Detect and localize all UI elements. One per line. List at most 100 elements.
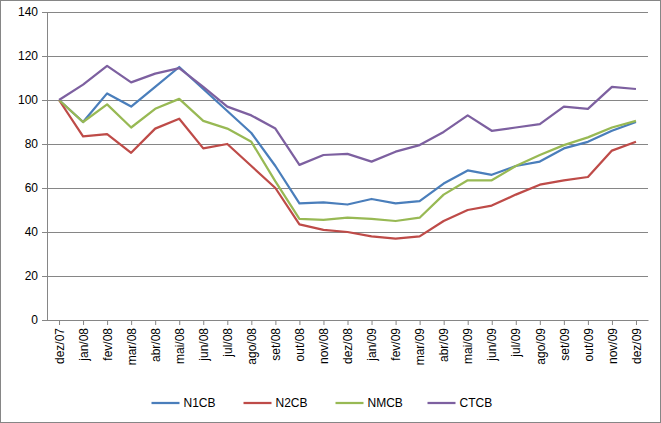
x-tick-mark <box>227 320 228 325</box>
y-tick: 120 <box>18 49 47 63</box>
y-tick: 80 <box>25 137 47 151</box>
x-tick: nov/09 <box>606 320 620 364</box>
grid <box>47 12 648 320</box>
x-tick: abr/09 <box>437 320 451 362</box>
y-tick-label: 0 <box>31 313 38 327</box>
x-tick-label: abr/09 <box>437 328 451 362</box>
x-tick: jul/09 <box>509 320 523 358</box>
x-tick-mark <box>131 320 132 325</box>
x-tick-label: mar/08 <box>125 328 139 366</box>
x-tick-mark <box>540 320 541 325</box>
x-tick-mark <box>155 320 156 325</box>
x-tick: ago/09 <box>534 320 548 365</box>
x-tick: mar/08 <box>125 320 139 365</box>
legend-item: CTCB <box>428 396 493 410</box>
x-tick: mai/09 <box>461 320 475 364</box>
grid-line <box>47 144 648 145</box>
x-tick-label: nov/09 <box>606 328 620 364</box>
grid-line <box>47 188 648 189</box>
x-tick-mark <box>323 320 324 325</box>
legend-label: CTCB <box>460 396 493 410</box>
y-tick: 100 <box>18 93 47 107</box>
legend-item: N1CB <box>152 396 216 410</box>
x-tick-label: jun/09 <box>485 328 499 362</box>
x-tick-mark <box>516 320 517 325</box>
x-tick-mark <box>251 320 252 325</box>
x-tick-mark <box>420 320 421 325</box>
grid-line <box>47 56 648 57</box>
y-tick-label: 80 <box>25 137 39 151</box>
x-tick-mark <box>203 320 204 325</box>
x-tick-label: out/09 <box>582 328 596 362</box>
y-axis-line <box>42 13 48 321</box>
x-tick-label: jan/09 <box>365 328 379 362</box>
y-tick-label: 120 <box>18 49 38 63</box>
x-tick: jan/09 <box>365 320 379 362</box>
x-tick-mark <box>612 320 613 325</box>
y-tick-label: 40 <box>25 225 39 239</box>
legend-label: NMCB <box>368 396 403 410</box>
x-tick-mark <box>468 320 469 325</box>
x-tick-mark <box>492 320 493 325</box>
x-tick: fev/08 <box>101 320 115 361</box>
x-tick-mark <box>372 320 373 325</box>
x-tick-label: out/08 <box>293 328 307 362</box>
x-tick-mark <box>83 320 84 325</box>
legend-label: N2CB <box>276 396 308 410</box>
x-tick-mark <box>107 320 108 325</box>
y-tick-label: 20 <box>25 269 39 283</box>
legend-swatch <box>336 402 364 404</box>
grid-line <box>47 276 648 277</box>
y-tick-mark <box>42 188 47 189</box>
x-tick: dez/08 <box>341 320 355 364</box>
x-tick-label: jan/08 <box>77 328 91 362</box>
x-tick: set/08 <box>269 320 283 361</box>
x-tick-label: jul/09 <box>509 328 523 358</box>
x-tick-mark <box>444 320 445 325</box>
chart-frame <box>1 1 661 423</box>
x-tick: set/09 <box>558 320 572 361</box>
x-tick-label: fev/09 <box>389 328 403 361</box>
x-tick-mark <box>299 320 300 325</box>
x-tick-label: ago/09 <box>534 328 548 365</box>
y-tick-label: 140 <box>18 5 38 19</box>
x-tick-mark <box>636 320 637 325</box>
x-tick: mai/08 <box>173 320 187 364</box>
x-tick: dez/07 <box>53 320 67 364</box>
x-tick: out/09 <box>582 320 596 361</box>
x-tick-label: set/08 <box>269 328 283 361</box>
y-tick-label: 60 <box>25 181 39 195</box>
x-tick-label: mar/09 <box>413 328 427 366</box>
legend-swatch <box>244 402 272 404</box>
x-tick-label: dez/08 <box>341 328 355 364</box>
x-tick-mark <box>59 320 60 325</box>
x-tick: jan/08 <box>77 320 91 362</box>
y-tick: 40 <box>25 225 47 239</box>
x-tick: ago/08 <box>245 320 259 365</box>
x-tick-mark <box>275 320 276 325</box>
x-tick-label: mai/09 <box>461 328 475 364</box>
y-axis: 0 20 40 60 80 100 120 140 <box>18 5 48 327</box>
legend-item: NMCB <box>336 396 403 410</box>
x-tick-label: jul/08 <box>221 328 235 358</box>
y-tick: 140 <box>18 5 47 19</box>
x-tick-mark <box>396 320 397 325</box>
y-tick-mark <box>42 276 47 277</box>
y-tick-label: 100 <box>18 93 38 107</box>
y-tick-mark <box>42 320 47 321</box>
grid-line <box>47 12 648 13</box>
y-tick: 0 <box>31 313 47 327</box>
x-tick-label: set/09 <box>558 328 572 361</box>
x-tick-label: nov/08 <box>317 328 331 364</box>
x-tick-label: dez/09 <box>630 328 644 364</box>
chart: 0 20 40 60 80 100 120 140 dez/07 jan/08 fev/08 mar/… <box>0 0 661 423</box>
x-tick: mar/09 <box>413 320 427 365</box>
lines <box>59 66 636 239</box>
series-line <box>59 66 636 165</box>
x-tick-label: fev/08 <box>101 328 115 361</box>
x-tick-mark <box>588 320 589 325</box>
x-tick-label: ago/08 <box>245 328 259 365</box>
x-tick: jun/08 <box>197 320 211 362</box>
x-tick-label: abr/08 <box>149 328 163 362</box>
plot: 0 20 40 60 80 100 120 140 dez/07 jan/08 fev/08 mar/… <box>18 5 649 365</box>
